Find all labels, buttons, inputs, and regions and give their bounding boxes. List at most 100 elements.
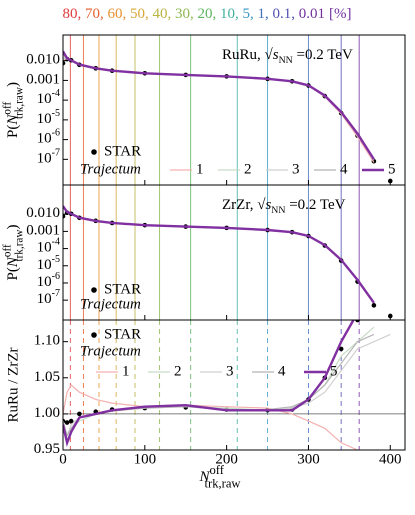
y-tick-label: 10-6 [37, 128, 60, 147]
tick-exp: -7 [52, 148, 60, 159]
separator: , [168, 6, 176, 22]
label-part: trk,raw [13, 229, 25, 262]
label-part: off [1, 244, 13, 257]
y-tick-label: 0.95 [34, 441, 60, 457]
legend-label: 2 [244, 161, 252, 177]
y-tick-label: 10-7 [37, 288, 60, 307]
separator: , [235, 6, 243, 22]
rich-label: RuRu, √sNN =0.2 TeV [222, 47, 353, 66]
label-part: P( [5, 125, 21, 138]
centrality-label: 0.01 [299, 6, 325, 22]
tick-exp: -7 [52, 288, 60, 299]
label-part: s [265, 197, 271, 213]
panel: 0.0100.00110-410-510-610-7P(Nofftrk,raw)… [1, 184, 406, 321]
trajectum-line [63, 50, 375, 160]
separator: , [250, 6, 258, 22]
separator: , [190, 6, 198, 22]
legend-label: 5 [330, 363, 338, 379]
tick-exp: -6 [52, 271, 60, 282]
centrality-label: 50 [130, 6, 145, 22]
legend-label: 4 [278, 363, 286, 379]
rich-label: P(Nofftrk,raw) [1, 82, 25, 138]
legend-label: STAR [104, 326, 141, 342]
x-tick-label: 400 [379, 451, 402, 467]
y-tick-label: 1.10 [34, 333, 60, 349]
x-tick-label: 100 [134, 451, 157, 467]
star-point [338, 346, 344, 352]
star-point [63, 213, 66, 219]
tick-text: 0.001 [26, 72, 60, 88]
label-part: NN [271, 205, 285, 216]
rich-label: P(Nofftrk,raw) [1, 225, 25, 281]
legend-title: Trajectum [80, 296, 141, 312]
x-tick-label: 300 [297, 451, 320, 467]
tick-exp: -5 [52, 108, 60, 119]
star-point [63, 60, 66, 66]
label-part: N [198, 469, 210, 485]
legend-label: 2 [174, 363, 182, 379]
legend-marker [91, 332, 97, 338]
legend-label: STAR [104, 143, 141, 159]
separator: , [78, 6, 86, 22]
y-tick-label: 10-5 [37, 108, 60, 127]
rich-label: Noff trk,raw [198, 463, 241, 491]
y-tick-label: 10-4 [37, 88, 60, 107]
separator: , [145, 6, 153, 22]
frame [62, 319, 406, 451]
tick-text: 0.010 [26, 52, 60, 68]
panel: 0.0100.00110-410-510-610-7P(Nofftrk,raw)… [1, 34, 406, 186]
star-point [355, 320, 360, 323]
label-part: off [1, 101, 13, 114]
separator: , [213, 6, 221, 22]
label-part: N [5, 114, 21, 126]
x-tick-label: 0 [59, 451, 67, 467]
legend-title: Trajectum [80, 161, 141, 177]
centrality-label: 60 [108, 6, 123, 22]
label-part: P( [5, 267, 21, 280]
separator: , [265, 6, 273, 22]
y-tick-label: 0.001 [26, 72, 60, 88]
tick-text: 1.00 [34, 405, 60, 421]
y-tick-label: 10-6 [37, 271, 60, 290]
y-tick-label: 1.05 [34, 369, 60, 385]
tick-text: 1.05 [34, 369, 60, 385]
rich-label: ZrZr, √sNN =0.2 TeV [222, 197, 346, 216]
tick-text: 10 [37, 111, 52, 127]
tick-text: 10 [37, 240, 52, 256]
centrality-label: 10 [220, 6, 235, 22]
y-tick-label: 1.00 [34, 405, 60, 421]
centrality-label: 0.1 [273, 6, 292, 22]
label-part: s [273, 47, 279, 63]
legend-label: 3 [292, 161, 300, 177]
tick-exp: -6 [52, 128, 60, 139]
centrality-label: 1 [258, 6, 266, 22]
centrality-label: 5 [243, 6, 251, 22]
plot-area [63, 320, 405, 450]
tick-text: 10 [37, 92, 52, 108]
tick-text: 10 [37, 131, 52, 147]
y-tick-label: 0.010 [26, 206, 60, 222]
legend-label: 5 [388, 161, 396, 177]
tick-exp: -5 [52, 254, 60, 265]
star-point [77, 411, 82, 417]
y-tick-label: 10-4 [37, 237, 60, 256]
label-part: =0.2 TeV [293, 47, 353, 63]
trajectum-line [63, 320, 355, 447]
legend-label: 3 [226, 363, 234, 379]
y-tick-label: 10-5 [37, 254, 60, 273]
y-tick-label: 10-7 [37, 148, 60, 167]
x-tick-label: 200 [215, 451, 238, 467]
panel: 0.95 1.00 1.05 1.10 0 100 200 300 400 RuRu / ZrZr… [5, 319, 406, 491]
tick-text: 1.10 [34, 333, 60, 349]
legend-label: 1 [122, 363, 130, 379]
centrality-label: 20 [198, 6, 213, 22]
legend-label: 1 [196, 161, 204, 177]
label-part: RuRu, √ [222, 47, 274, 63]
centrality-label: 30 [175, 6, 190, 22]
unit: [%] [329, 6, 352, 22]
star-point [68, 418, 74, 424]
label-part: ) [5, 225, 21, 230]
tick-exp: -4 [52, 88, 60, 99]
centrality-label: 70 [85, 6, 100, 22]
